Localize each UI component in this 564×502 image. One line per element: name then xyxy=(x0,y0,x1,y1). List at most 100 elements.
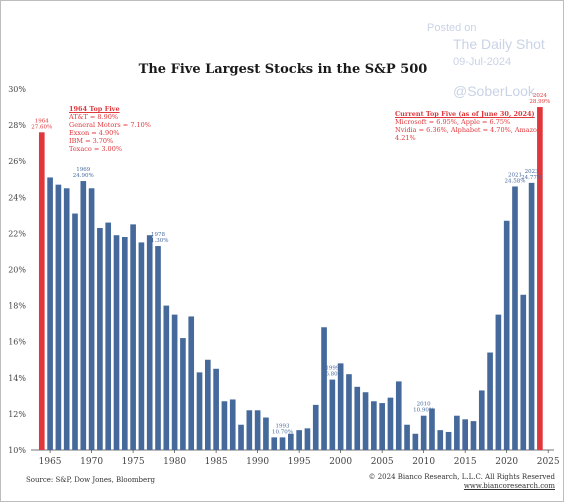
y-tick-label: 30% xyxy=(8,85,26,94)
data-label-value: 21.30% xyxy=(148,238,169,244)
copyright-line: © 2024 Bianco Research, L.L.C. All Right… xyxy=(368,473,556,481)
bar-1969 xyxy=(80,181,87,450)
data-label-year: 2023 xyxy=(525,169,539,175)
bar-1979 xyxy=(163,305,170,450)
watermark-handle: @SoberLook xyxy=(453,83,535,99)
bar-1987 xyxy=(229,399,236,450)
x-tick-label: 1970 xyxy=(80,457,103,467)
bar-1974 xyxy=(121,237,128,450)
bar-2014 xyxy=(454,415,460,450)
data-label-year: 2021 xyxy=(508,172,522,178)
watermark-name: The Daily Shot xyxy=(453,36,545,52)
data-label-year: 1969 xyxy=(76,167,90,173)
bar-1989 xyxy=(246,410,253,450)
bar-2017 xyxy=(478,390,485,450)
note-2024-heading: Current Top Five (as of June 30, 2024) xyxy=(395,110,535,118)
bar-1984 xyxy=(205,359,211,450)
bar-2010 xyxy=(420,415,427,450)
bar-2002 xyxy=(354,386,361,450)
data-label-value: 28.99% xyxy=(529,99,550,105)
note-1964-line: Exxon = 4.90% xyxy=(69,129,120,137)
bar-1993 xyxy=(279,437,286,450)
bar-1971 xyxy=(97,227,103,450)
bar-2016 xyxy=(470,421,477,450)
x-tick-label: 2025 xyxy=(537,457,560,467)
bar-1997 xyxy=(312,404,319,450)
bar-1976 xyxy=(138,242,145,450)
y-tick-label: 22% xyxy=(8,229,26,238)
copyright-url: www.biancoresearch.com xyxy=(463,482,555,490)
bar-2018 xyxy=(487,352,493,450)
bar-1980 xyxy=(171,314,178,450)
bar-1972 xyxy=(105,222,112,450)
bar-2007 xyxy=(395,381,402,450)
copyright-note: © 2024 Bianco Research, L.L.C. All Right… xyxy=(369,473,556,491)
bar-2019 xyxy=(495,314,502,450)
bar-1977 xyxy=(146,235,153,450)
data-label-value: 27.60% xyxy=(31,124,52,130)
note-1964-line: IBM = 3.70% xyxy=(69,137,114,145)
bar-1964 xyxy=(38,132,45,450)
data-label-value: 24.58% xyxy=(504,178,525,184)
y-tick-label: 20% xyxy=(8,266,26,275)
note-1964-line: AT&T = 8.90% xyxy=(69,113,119,121)
bar-1975 xyxy=(130,224,136,450)
x-tick-label: 2000 xyxy=(329,457,352,467)
bar-2000 xyxy=(337,363,344,450)
bar-1999 xyxy=(329,379,336,450)
bar-1996 xyxy=(304,428,311,450)
data-label-year: 2024 xyxy=(533,93,547,99)
bar-2023 xyxy=(528,182,535,451)
data-label-value: 24.77% xyxy=(521,175,542,181)
data-label-value: 10.90% xyxy=(413,408,434,414)
bar-1981 xyxy=(180,338,186,450)
data-label-value: 16.80% xyxy=(322,372,343,378)
bar-1982 xyxy=(188,316,195,450)
x-tick-label: 1965 xyxy=(39,457,62,467)
data-label-year: 1999 xyxy=(325,366,339,372)
y-tick-label: 14% xyxy=(8,374,26,383)
bar-2022 xyxy=(520,294,527,450)
bar-2001 xyxy=(346,374,352,450)
y-tick-label: 24% xyxy=(8,193,26,202)
source-note: Source: S&P, Dow Jones, Bloomberg xyxy=(26,476,155,484)
bar-1973 xyxy=(113,235,120,450)
chart-title: The Five Largest Stocks in the S&P 500 xyxy=(138,62,428,77)
data-label-value: 10.70% xyxy=(272,429,293,435)
y-tick-label: 16% xyxy=(8,338,26,347)
data-label-year: 1978 xyxy=(151,232,165,238)
bar-1978 xyxy=(155,246,161,450)
bar-2021 xyxy=(512,186,518,450)
note-2024-line: Microsoft = 6.95%, Apple = 6.75% xyxy=(395,118,511,126)
bar-1968 xyxy=(72,213,78,450)
note-2024-line: Nvidia = 6.36%, Alphabet = 4.70%, Amazon… xyxy=(395,126,542,142)
x-tick-label: 1980 xyxy=(163,457,186,467)
note-1964-heading: 1964 Top Five xyxy=(69,105,120,113)
bar-1986 xyxy=(221,401,228,450)
bar-2009 xyxy=(412,433,419,450)
bar-2020 xyxy=(503,220,510,450)
bar-1967 xyxy=(63,188,70,450)
bar-2011 xyxy=(429,408,435,450)
note-1964-top-five: 1964 Top Five AT&T = 8.90% General Motor… xyxy=(69,105,151,153)
bar-2008 xyxy=(404,424,410,450)
x-tick-label: 1975 xyxy=(122,457,145,467)
note-1964-line: General Motors = 7.10% xyxy=(69,121,151,129)
bar-1966 xyxy=(55,184,62,451)
x-tick-label: 2020 xyxy=(495,457,518,467)
bar-1970 xyxy=(88,188,95,450)
bar-2024 xyxy=(537,107,543,451)
bar-2013 xyxy=(445,431,452,450)
bar-1998 xyxy=(321,327,327,450)
data-label-year: 1964 xyxy=(35,118,49,124)
y-tick-label: 12% xyxy=(8,410,26,419)
y-tick-label: 26% xyxy=(8,157,26,166)
x-tick-label: 1985 xyxy=(205,457,228,467)
bar-1991 xyxy=(263,417,269,450)
note-current-top-five: Current Top Five (as of June 30, 2024) M… xyxy=(395,110,563,142)
bar-2006 xyxy=(387,397,394,450)
watermark-date: 09-Jul-2024 xyxy=(453,56,512,68)
bar-2004 xyxy=(371,401,377,450)
